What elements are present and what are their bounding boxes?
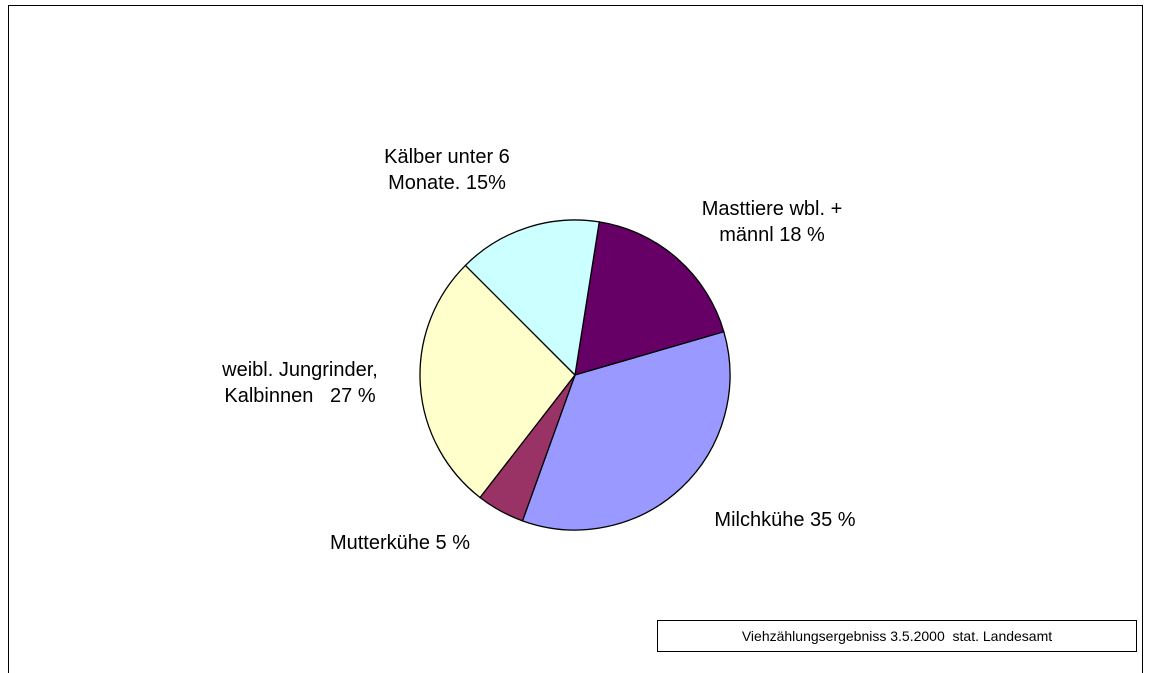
slice-label: Mutterkühe 5 % <box>329 532 471 554</box>
pie-slice <box>521 330 731 531</box>
slice-label: weibl. Jungrinder, Kalbinnen 27 % <box>222 359 384 407</box>
slice-label: Masttiere wbl. + männl 18 % <box>701 198 848 246</box>
chart-border <box>8 5 1143 673</box>
pie-slice <box>464 219 600 377</box>
source-note: Viehzählungsergebniss 3.5.2000 stat. Lan… <box>657 620 1137 652</box>
pie-slice <box>419 264 576 499</box>
pie-slice <box>574 221 725 376</box>
slice-label: Milchkühe 35 % <box>714 509 856 531</box>
slice-label: Kälber unter 6 Monate. 15% <box>384 146 516 194</box>
